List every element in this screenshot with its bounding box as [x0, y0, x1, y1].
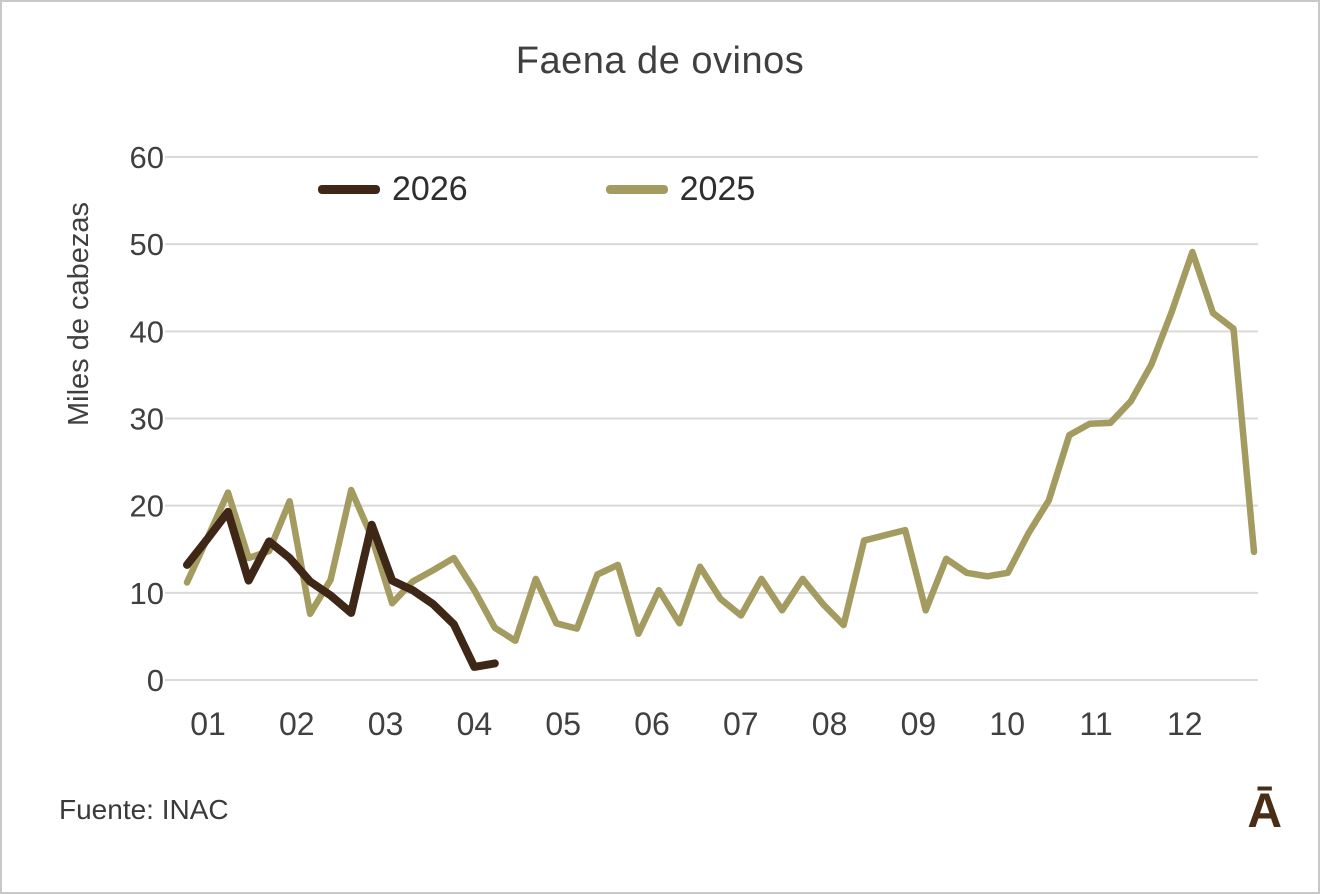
y-tick-label-50: 50 — [130, 227, 164, 262]
y-tick-label-60: 60 — [130, 140, 164, 175]
legend: 2026 2025 — [318, 172, 755, 206]
x-tick-label-04: 04 — [457, 706, 493, 742]
series-line-2025 — [183, 248, 1258, 645]
legend-label-2026: 2026 — [392, 170, 468, 208]
y-tick-label-40: 40 — [130, 314, 164, 349]
x-tick-label-06: 06 — [634, 706, 670, 742]
y-tick-label-20: 20 — [130, 489, 164, 524]
brand-logo-glyph: Ā — [1247, 785, 1282, 838]
x-tick-label-05: 05 — [545, 706, 581, 742]
x-tick-label-02: 02 — [279, 706, 315, 742]
legend-label-2025: 2025 — [679, 170, 756, 208]
x-tick-label-09: 09 — [901, 706, 937, 742]
x-tick-label-07: 07 — [723, 706, 759, 742]
legend-swatch-2025-line — [605, 184, 668, 194]
source-note: Fuente: INAC — [59, 794, 229, 825]
x-tick-label-08: 08 — [812, 706, 848, 742]
x-tick-label-03: 03 — [368, 706, 404, 742]
chart-title: Faena de ovinos — [515, 40, 805, 82]
x-tick-label-01: 01 — [190, 706, 226, 742]
y-tick-label-30: 30 — [130, 402, 164, 437]
legend-swatch-2026-line — [318, 184, 380, 194]
y-tick-label-10: 10 — [130, 576, 164, 611]
y-axis-title: Miles de cabezas — [63, 202, 95, 426]
legend-entry-2025: 2025 — [605, 170, 756, 208]
legend-entry-2026: 2026 — [318, 172, 468, 206]
x-tick-label-11: 11 — [1079, 706, 1112, 742]
x-tick-label-12: 12 — [1167, 706, 1203, 742]
series-line-2026 — [183, 507, 499, 671]
x-tick-label-10: 10 — [989, 706, 1025, 742]
y-tick-label-0: 0 — [147, 663, 164, 698]
